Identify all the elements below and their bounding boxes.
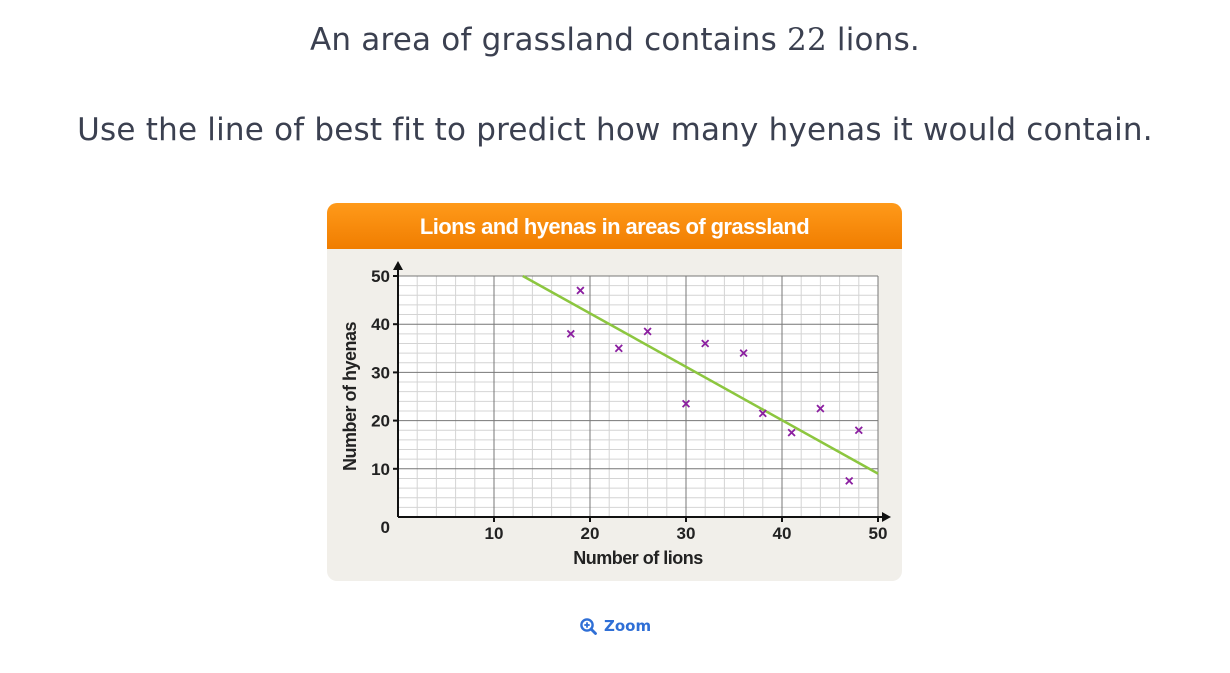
y-tick-label: 30 bbox=[371, 363, 390, 382]
x-tick-label: 10 bbox=[485, 524, 504, 543]
question-line-2: Use the line of best fit to predict how … bbox=[77, 112, 1153, 148]
x-tick-label: 50 bbox=[869, 524, 888, 543]
zoom-in-icon bbox=[580, 617, 597, 635]
question-text-end: lions. bbox=[826, 22, 920, 58]
data-points bbox=[566, 286, 863, 485]
best-fit-line-group bbox=[522, 274, 879, 475]
lion-count-number: 22 bbox=[787, 22, 827, 58]
question-line-1: An area of grassland contains 22 lions. bbox=[0, 22, 1230, 58]
data-point bbox=[566, 329, 575, 338]
tick-labels: 10 20 30 40 50 10 20 30 40 50 0 bbox=[371, 267, 887, 543]
data-point bbox=[739, 349, 748, 358]
zoom-button[interactable]: Zoom bbox=[580, 617, 651, 635]
data-point bbox=[845, 476, 854, 485]
major-grid bbox=[398, 275, 879, 517]
data-point bbox=[576, 286, 585, 295]
x-axis-label: Number of lions bbox=[573, 548, 703, 568]
data-point bbox=[816, 404, 825, 413]
data-point bbox=[758, 409, 767, 418]
zoom-label: Zoom bbox=[604, 617, 652, 635]
y-tick-label: 20 bbox=[371, 412, 390, 431]
data-point bbox=[614, 344, 623, 353]
origin-label: 0 bbox=[381, 518, 390, 537]
chart-card: 10 20 30 40 50 10 20 30 40 50 0 Number of lions Nu… bbox=[327, 203, 902, 581]
data-point bbox=[854, 426, 863, 435]
data-point bbox=[643, 327, 652, 336]
x-tick-label: 40 bbox=[773, 524, 792, 543]
minor-grid bbox=[398, 276, 878, 517]
y-tick-label: 40 bbox=[371, 315, 390, 334]
data-point bbox=[787, 428, 796, 437]
y-tick-label: 50 bbox=[371, 267, 390, 286]
question-text-start: An area of grassland contains bbox=[310, 22, 788, 58]
data-point bbox=[701, 339, 710, 348]
scatter-plot: 10 20 30 40 50 10 20 30 40 50 0 Number of lions Nu… bbox=[340, 261, 891, 568]
x-axis-arrow bbox=[882, 512, 891, 522]
x-tick-label: 20 bbox=[581, 524, 600, 543]
best-fit-line bbox=[522, 274, 879, 475]
data-point bbox=[681, 399, 691, 408]
y-tick-label: 10 bbox=[371, 460, 390, 479]
y-axis-label: Number of hyenas bbox=[340, 322, 360, 472]
plot-background bbox=[398, 276, 878, 517]
axes bbox=[393, 261, 891, 522]
chart-title: Lions and hyenas in areas of grassland bbox=[327, 203, 902, 249]
y-axis-arrow bbox=[393, 261, 403, 270]
x-tick-label: 30 bbox=[677, 524, 696, 543]
